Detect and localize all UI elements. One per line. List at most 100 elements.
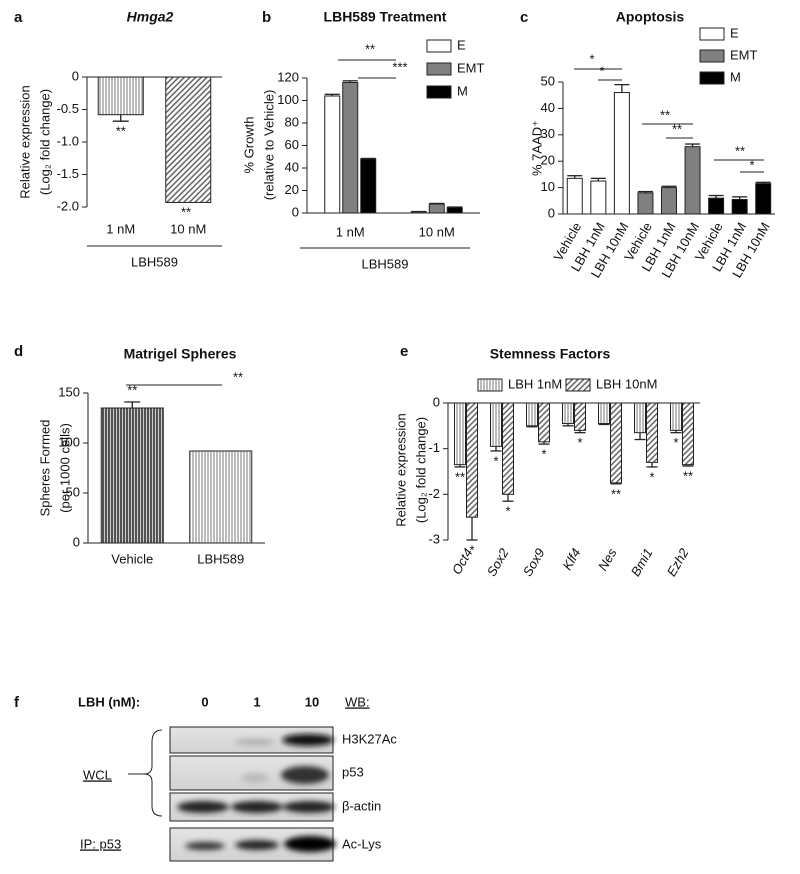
significance: ** [116,124,126,139]
chart-title: Stemness Factors [490,346,611,362]
y-tick-label: 100 [58,434,80,449]
y-axis-label: Relative expression [17,85,32,198]
significance: ** [455,469,465,484]
bar [682,402,694,466]
y-tick-label: 60 [285,137,299,152]
bracket [143,729,163,817]
y-tick-label: 0 [548,205,555,220]
y-tick-label: 0 [73,534,80,549]
lane-label: 1 [253,694,260,709]
bar [526,402,538,427]
y-tick-label: 0 [292,204,299,219]
blot-panel: f LBH (nM): 0 1 10 WB: H3K27Ac p53 β-act… [14,694,397,862]
bar [684,146,701,215]
y-axis-label: Spheres Formed [37,420,52,517]
y-axis-label: % Growth [241,116,256,173]
bar [342,82,359,214]
y-axis-label: (relative to Vehicle) [261,90,276,201]
x-tick-label: Ezh2 [664,545,692,579]
y-tick-label: -1.0 [57,133,79,148]
y-tick-label: -1.5 [57,166,79,181]
y-tick-label: -3 [428,531,440,546]
significance: ** [127,382,137,397]
lane-label: 10 [305,694,319,709]
y-tick-label: 0 [433,394,440,409]
y-tick-label: 100 [277,92,299,107]
legend-swatch [699,71,725,85]
chart-title: Apoptosis [616,9,685,25]
bar [731,198,748,215]
wb-label: WB: [345,694,370,709]
significance: ** [672,121,682,136]
bar [502,402,514,495]
significance: ** [660,107,670,122]
y-tick-label: -1 [428,440,440,455]
panel-label: c [520,9,528,26]
legend-swatch [426,85,452,99]
panel-label: d [14,343,23,360]
band [282,734,334,746]
y-tick-label: 40 [285,159,299,174]
panel-label: b [262,9,271,26]
y-tick-label: 10 [541,179,555,194]
band [235,840,279,850]
chart-title: Matrigel Spheres [124,346,237,362]
legend-label: EMT [457,60,485,75]
significance: * [599,63,604,78]
panel-label: f [14,694,20,711]
significance: * [673,435,678,450]
bar [566,177,583,215]
bar [360,158,377,214]
y-tick-label: 120 [277,69,299,84]
bar [324,95,341,214]
y-tick-label: 20 [541,153,555,168]
bar [454,402,466,466]
significance: ** [181,204,191,219]
x-tick-label: 1 nM [336,224,365,239]
significance: * [505,504,510,519]
significance: * [649,469,654,484]
x-tick-label: LBH589 [197,551,244,566]
row-label: p53 [342,764,364,779]
y-axis-label: (per 1000 cells) [57,423,72,513]
significance: * [577,435,582,450]
wcl-label: WCL [83,767,112,782]
y-axis-label: Relative expression [393,413,408,526]
band [281,766,329,784]
x-tick-label: Nes [595,545,620,573]
bar [755,183,772,215]
y-tick-label: -0.5 [57,101,79,116]
bar [590,180,607,215]
bar [189,450,253,544]
x-tick-label: 10 nM [419,224,455,239]
bar [574,402,586,431]
y-axis-label: (Log₂ fold change) [37,89,52,195]
bar [490,402,502,447]
significance: *** [392,59,407,74]
legend-label: LBH 10nM [596,376,657,391]
significance: ** [233,369,243,384]
row-label: H3K27Ac [342,731,397,746]
y-tick-label: 80 [285,114,299,129]
bar [165,76,212,203]
legend-label: M [730,69,741,84]
legend-label: E [457,37,466,52]
x-tick-label: 1 nM [106,221,135,236]
lane-label: 0 [201,694,208,709]
significance: * [493,453,498,468]
band [185,842,225,850]
bar [670,402,682,431]
bar [598,402,610,425]
legend-swatch [565,378,591,392]
significance: * [589,51,594,66]
x-tick-label: Sox2 [484,545,512,579]
bar [708,197,725,215]
bar [100,407,164,544]
legend-swatch [477,378,503,392]
legend-label: LBH 1nM [508,376,562,391]
row-label: β-actin [342,798,381,813]
chart-title: Hmga2 [127,9,174,25]
legend-swatch [426,62,452,76]
y-tick-label: 150 [58,384,80,399]
